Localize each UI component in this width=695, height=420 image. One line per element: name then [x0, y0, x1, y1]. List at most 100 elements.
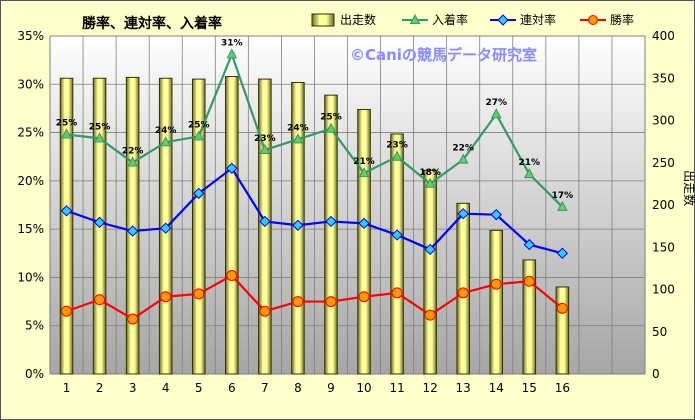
right-axis-ticks: 0 50 100 150 200 250 300 350 400 — [652, 29, 675, 381]
data-label: 17% — [552, 191, 574, 201]
point-勝率 — [160, 291, 172, 303]
data-label: 23% — [254, 134, 276, 144]
bar-12 — [423, 169, 437, 375]
point-連対率 — [325, 215, 337, 228]
point-入着率 — [61, 128, 72, 139]
data-label: 27% — [485, 98, 507, 108]
point-連対率 — [358, 217, 370, 230]
point-入着率 — [490, 108, 502, 119]
bar-6 — [225, 76, 239, 375]
point-連対率 — [126, 225, 139, 237]
x-tick: 7 — [261, 381, 269, 395]
y-right-tick: 250 — [652, 156, 675, 170]
point-入着率 — [193, 130, 205, 141]
y-right-tick: 300 — [652, 114, 675, 128]
point-勝率 — [61, 305, 73, 317]
right-axis-label: 出走数 — [682, 170, 695, 206]
point-入着率 — [160, 136, 172, 147]
y-right-tick: 0 — [652, 367, 660, 381]
x-tick: 5 — [195, 381, 203, 395]
data-label: 24% — [155, 126, 177, 136]
legend-marker — [497, 14, 509, 26]
x-tick: 11 — [389, 381, 404, 395]
point-勝率 — [292, 296, 304, 308]
legend-label: 連対率 — [520, 12, 556, 27]
point-入着率 — [127, 156, 138, 167]
x-tick: 3 — [129, 381, 137, 395]
point-連対率 — [93, 216, 106, 229]
legend-label: 入着率 — [432, 12, 468, 27]
y-left-tick: 10% — [17, 270, 44, 284]
data-label: 25% — [320, 113, 342, 123]
point-入着率 — [259, 143, 271, 154]
data-label: 21% — [353, 157, 375, 167]
point-入着率 — [226, 48, 238, 59]
legend-marker — [588, 15, 598, 25]
x-tick: 8 — [294, 381, 302, 395]
y-right-tick: 100 — [652, 283, 675, 297]
y-left-tick: 35% — [17, 29, 44, 43]
bar-16 — [555, 286, 570, 375]
y-right-tick: 350 — [652, 71, 675, 85]
y-left-tick: 20% — [17, 174, 44, 188]
y-right-tick: 200 — [652, 198, 675, 212]
gridlines — [49, 35, 646, 375]
data-label: 31% — [221, 38, 243, 48]
point-勝率 — [391, 287, 403, 299]
point-入着率 — [94, 132, 105, 143]
x-axis-ticks: 1 2 3 4 5 6 7 8 9 10 11 12 13 14 15 16 — [63, 381, 570, 395]
data-label: 24% — [287, 123, 309, 133]
y-right-tick: 400 — [652, 29, 675, 43]
point-勝率 — [556, 302, 568, 314]
point-連対率 — [490, 208, 502, 221]
chart-title: 勝率、連対率、入着率 — [82, 15, 222, 32]
legend-marker — [409, 13, 421, 24]
point-連対率 — [193, 187, 205, 200]
x-tick: 1 — [63, 381, 71, 395]
point-勝率 — [490, 278, 502, 290]
x-tick: 16 — [555, 381, 570, 395]
point-勝率 — [424, 309, 436, 321]
bar-5 — [191, 78, 206, 375]
y-left-tick: 15% — [17, 222, 44, 236]
bar-14 — [489, 229, 504, 375]
point-入着率 — [391, 150, 403, 161]
point-勝率 — [193, 288, 205, 300]
line-series-group — [60, 48, 569, 325]
x-tick: 10 — [356, 381, 371, 395]
point-連対率 — [523, 238, 536, 251]
data-label: 22% — [122, 147, 144, 157]
point-連対率 — [60, 205, 73, 217]
point-勝率 — [523, 275, 535, 287]
x-tick: 13 — [456, 381, 471, 395]
left-axis-ticks: 0% 5% 10% 15% 20% 25% 30% 35% — [17, 29, 44, 381]
legend-swatch-bar — [311, 13, 335, 27]
watermark: ©Caniの競馬データ研究室 — [350, 46, 537, 64]
point-入着率 — [523, 168, 535, 179]
line-勝率 — [66, 274, 564, 321]
point-連対率 — [292, 219, 304, 231]
data-label: 25% — [89, 122, 111, 132]
point-連対率 — [556, 247, 569, 259]
point-連対率 — [159, 222, 172, 234]
data-label: 23% — [386, 141, 408, 151]
point-入着率 — [457, 153, 469, 164]
x-tick: 9 — [327, 381, 335, 395]
point-入着率 — [557, 200, 568, 211]
point-勝率 — [325, 296, 337, 308]
data-label: 21% — [519, 158, 541, 168]
point-入着率 — [325, 122, 337, 133]
line-連対率 — [66, 166, 563, 255]
point-勝率 — [226, 269, 238, 281]
x-tick: 15 — [522, 381, 537, 395]
y-right-tick: 50 — [652, 325, 667, 339]
legend: 出走数 入着率 連対率 勝率 — [311, 12, 634, 27]
point-勝率 — [127, 313, 139, 325]
x-tick: 12 — [422, 381, 437, 395]
data-label: 18% — [419, 168, 441, 178]
x-tick: 2 — [96, 381, 104, 395]
y-left-tick: 25% — [17, 126, 44, 140]
point-連対率 — [226, 162, 238, 175]
data-label: 22% — [452, 144, 474, 154]
